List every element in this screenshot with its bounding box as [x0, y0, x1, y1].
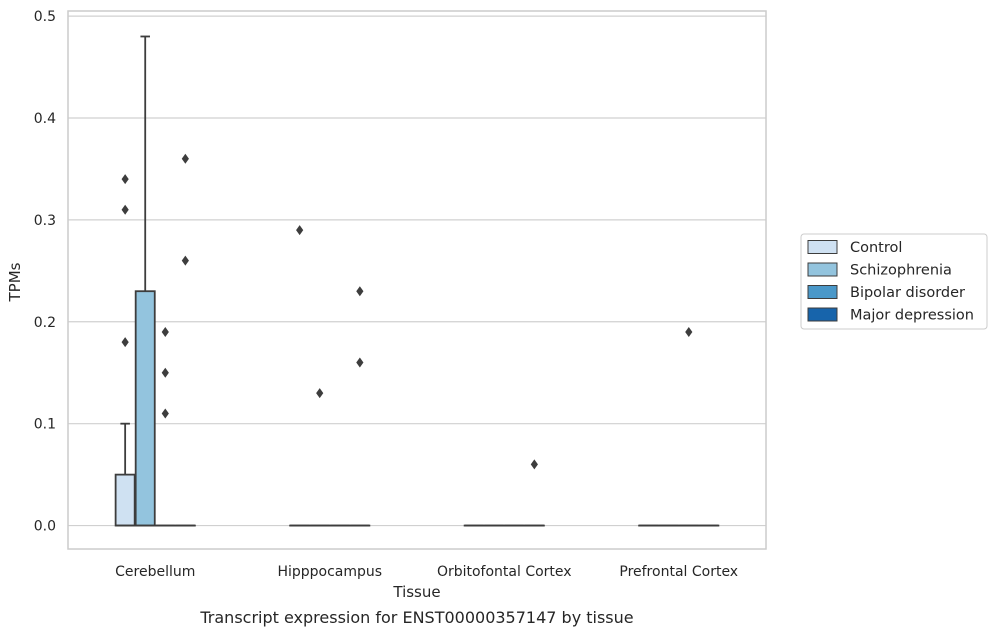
legend-label: Control [850, 240, 902, 256]
y-tick-label: 0.3 [34, 213, 56, 229]
outlier-point [121, 204, 129, 215]
outlier-point [161, 408, 169, 419]
outlier-point [121, 174, 129, 185]
x-tick-label: Cerebellum [115, 564, 195, 580]
legend-label: Schizophrenia [850, 263, 952, 279]
outlier-point [316, 388, 324, 399]
box-control [114, 473, 136, 527]
outlier-point [121, 337, 129, 348]
x-tick-label: Hipppocampus [277, 564, 382, 580]
outlier-point [296, 225, 304, 236]
y-axis-label: TPMs [6, 262, 24, 302]
y-tick-label: 0.5 [34, 9, 56, 25]
y-tick-label: 0.0 [34, 519, 56, 535]
outlier-point [356, 286, 364, 297]
outlier-point [181, 255, 189, 266]
outlier-point [161, 326, 169, 337]
boxes [114, 35, 720, 527]
y-tick-label: 0.2 [34, 315, 56, 331]
outlier-point [181, 153, 189, 164]
outlier-point [685, 326, 693, 337]
legend-label: Bipolar disorder [850, 285, 965, 301]
outlier-point [356, 357, 364, 368]
box-schizophrenia [134, 290, 156, 527]
y-tick-labels: 0.0 0.1 0.2 0.3 0.4 0.5 [34, 9, 56, 534]
legend-swatch [807, 285, 838, 299]
legend-swatch [807, 240, 838, 254]
outlier-point [161, 367, 169, 378]
y-tick-label: 0.1 [34, 417, 56, 433]
plot-frame [67, 10, 767, 550]
outlier-point [530, 459, 538, 470]
x-tick-labels: Cerebellum Hipppocampus Orbitofontal Corte… [115, 564, 738, 580]
legend-label: Major depression [850, 308, 974, 324]
x-tick-label: Prefrontal Cortex [619, 564, 738, 580]
legend-swatch [807, 262, 838, 277]
x-tick-label: Orbitofontal Cortex [437, 564, 572, 580]
y-tick-label: 0.4 [34, 111, 56, 127]
legend: Control Schizophrenia Bipolar disorder Majo… [800, 233, 988, 330]
chart-caption: Transcript expression for ENST0000035714… [199, 608, 633, 627]
legend-swatch [807, 307, 838, 322]
legend-frame [800, 233, 988, 330]
x-axis-label: Tissue [392, 583, 440, 601]
